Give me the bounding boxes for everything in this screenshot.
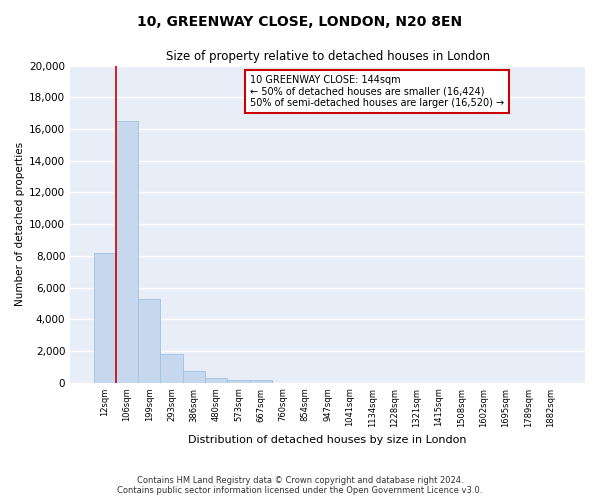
Title: Size of property relative to detached houses in London: Size of property relative to detached ho… bbox=[166, 50, 490, 63]
Bar bbox=[138, 298, 160, 382]
Bar bbox=[183, 371, 205, 382]
Bar bbox=[116, 121, 138, 382]
Text: 10 GREENWAY CLOSE: 144sqm
← 50% of detached houses are smaller (16,424)
50% of s: 10 GREENWAY CLOSE: 144sqm ← 50% of detac… bbox=[250, 75, 505, 108]
X-axis label: Distribution of detached houses by size in London: Distribution of detached houses by size … bbox=[188, 435, 467, 445]
Text: Contains HM Land Registry data © Crown copyright and database right 2024.
Contai: Contains HM Land Registry data © Crown c… bbox=[118, 476, 482, 495]
Text: 10, GREENWAY CLOSE, LONDON, N20 8EN: 10, GREENWAY CLOSE, LONDON, N20 8EN bbox=[137, 15, 463, 29]
Bar bbox=[205, 378, 227, 382]
Bar bbox=[94, 252, 116, 382]
Bar bbox=[160, 354, 183, 382]
Bar bbox=[227, 380, 250, 382]
Bar bbox=[250, 380, 272, 382]
Y-axis label: Number of detached properties: Number of detached properties bbox=[15, 142, 25, 306]
